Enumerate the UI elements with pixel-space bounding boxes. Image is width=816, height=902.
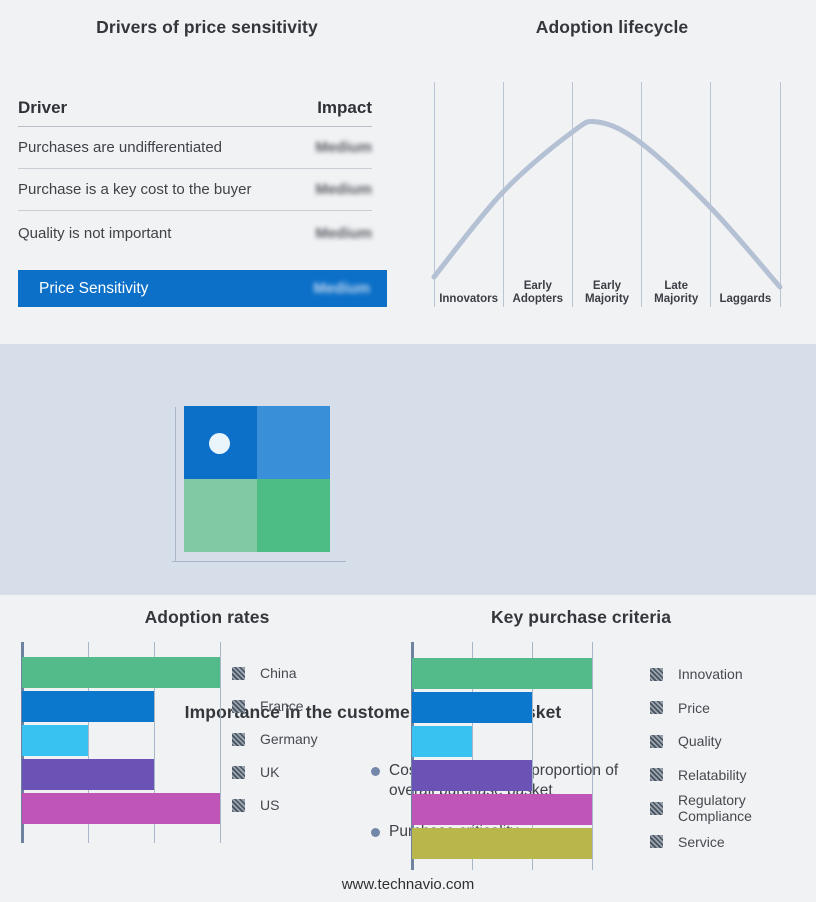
legend-item: UK (232, 760, 318, 784)
price-sensitivity-label: Price Sensitivity (39, 279, 149, 297)
lifecycle-gridline (433, 82, 435, 307)
legend-label: Service (678, 833, 725, 850)
legend-hatch-swatch-icon (232, 732, 245, 746)
x-gridline (87, 642, 89, 843)
legend-hatch-swatch-icon (650, 701, 663, 715)
driver-cell: Purchase is a key cost to the buyer (18, 181, 252, 198)
quadrant-cell-top-right (257, 406, 330, 479)
legend-item: Relatability (650, 763, 816, 787)
x-gridline (471, 642, 473, 870)
legend-label: UK (260, 764, 280, 780)
impact-cell: Medium (315, 181, 372, 198)
table-row: Quality is not important Medium (18, 211, 372, 255)
impact-cell: Medium (315, 139, 372, 156)
bar-innovation (412, 658, 592, 689)
legend-item: Germany (232, 727, 318, 751)
driver-column-header: Driver (18, 98, 68, 117)
adoption-rates-plot (21, 642, 221, 843)
legend-hatch-swatch-icon (650, 768, 663, 782)
lifecycle-panel-title: Adoption lifecycle (535, 17, 689, 37)
lifecycle-gridline (571, 82, 573, 307)
legend-item: Price (650, 696, 816, 720)
bullet-dot-icon (371, 767, 380, 776)
bar-service (412, 828, 592, 859)
legend-item: US (232, 793, 318, 817)
bar-price (412, 692, 532, 723)
legend-hatch-swatch-icon (232, 666, 245, 680)
quadrant-cell-bottom-left (184, 479, 257, 552)
stage-label: Late Majority (654, 280, 699, 305)
bar-france (22, 691, 154, 722)
legend-label: Regulatory Compliance (678, 792, 752, 825)
lifecycle-gridline (779, 82, 781, 307)
drivers-panel-title: Drivers of price sensitivity (96, 17, 318, 37)
legend-hatch-swatch-icon (232, 765, 245, 779)
legend-label: Innovation (678, 666, 743, 682)
adoption-rates-legend: China France Germany UK US (232, 661, 318, 817)
legend-hatch-swatch-icon (650, 734, 663, 748)
lifecycle-bell-curve (431, 118, 783, 290)
bar-relatability (412, 760, 532, 791)
key-purchase-criteria-title: Key purchase criteria (490, 607, 672, 627)
adoption-rates-title: Adoption rates (144, 607, 270, 627)
table-row: Purchase is a key cost to the buyer Mediu… (18, 169, 372, 211)
legend-item: Service (650, 830, 816, 854)
legend-label: Germany (260, 731, 318, 747)
stage-label: Early Majority (584, 280, 630, 305)
legend-label: Quality (678, 733, 722, 750)
bullet-dot-icon (371, 828, 380, 837)
stage-label: Innovators (439, 293, 498, 305)
legend-label: Relatability (678, 766, 747, 783)
table-row: Purchases are undifferentiated Medium (18, 127, 372, 169)
quadrant-cell-bottom-right (257, 479, 330, 552)
drivers-table-header: Driver Impact (18, 90, 372, 127)
x-gridline (531, 642, 533, 870)
legend-hatch-swatch-icon (650, 801, 663, 815)
x-gridline (591, 642, 593, 870)
quadrant-x-axis (172, 561, 346, 562)
legend-hatch-swatch-icon (650, 835, 663, 849)
price-sensitivity-impact-value: Medium (313, 280, 370, 297)
quadrant-matrix (184, 406, 330, 552)
legend-label: China (260, 665, 297, 681)
technavio-url: www.technavio.com (341, 876, 475, 893)
key-purchase-criteria-plot (411, 642, 593, 870)
legend-hatch-swatch-icon (232, 798, 245, 812)
impact-column-header: Impact (317, 98, 372, 117)
bar-uk (22, 759, 154, 790)
key-purchase-criteria-legend: Innovation Price Quality Relatability Regula… (650, 662, 816, 854)
impact-cell: Medium (315, 224, 372, 242)
legend-item: China (232, 661, 318, 685)
price-sensitivity-row: Price Sensitivity Medium (18, 270, 387, 307)
stage-label: Early Adopters (512, 280, 564, 305)
legend-item: Regulatory Compliance (650, 792, 816, 824)
driver-cell: Purchases are undifferentiated (18, 139, 223, 156)
legend-label: France (260, 698, 304, 714)
drivers-table: Driver Impact Purchases are undifferenti… (18, 90, 372, 255)
stage-label: Laggards (719, 293, 772, 305)
quadrant-y-axis (175, 407, 176, 561)
legend-item: Innovation (650, 662, 816, 686)
legend-hatch-swatch-icon (232, 699, 245, 713)
bar-china (22, 657, 220, 688)
driver-cell: Quality is not important (18, 224, 172, 242)
legend-item: France (232, 694, 318, 718)
purchase-basket-section: Importance in the customer purchase bask… (0, 344, 816, 840)
quadrant-data-point-marker (209, 433, 230, 454)
bar-us (22, 793, 220, 824)
x-gridline (219, 642, 221, 843)
lifecycle-gridline (710, 82, 712, 307)
x-gridline (153, 642, 155, 843)
legend-item: Quality (650, 729, 816, 753)
legend-hatch-swatch-icon (650, 667, 663, 681)
bar-germany (22, 725, 88, 756)
legend-label: US (260, 797, 280, 813)
bar-regulatory-compliance (412, 794, 592, 825)
bar-quality (412, 726, 472, 757)
lifecycle-plot: Innovators Early Adopters Early Majority La… (431, 82, 783, 307)
lifecycle-gridline (641, 82, 643, 307)
legend-label: Price (678, 699, 710, 716)
